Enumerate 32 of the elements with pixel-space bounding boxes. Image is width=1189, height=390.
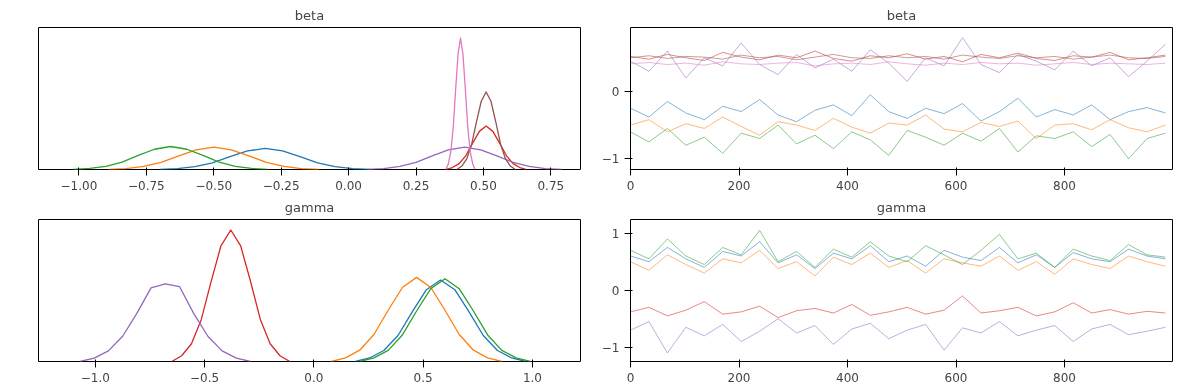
x-tick-label: 800 <box>1053 178 1076 193</box>
x-tick-label: 0.00 <box>335 178 362 193</box>
x-tick-label: 0.50 <box>470 178 497 193</box>
x-tick-label: −1.00 <box>60 178 98 193</box>
y-tick-label: −1 <box>601 340 620 355</box>
x-tick-label: −0.75 <box>127 178 165 193</box>
x-tick-label: 600 <box>944 370 968 385</box>
chart-title: beta <box>886 7 917 23</box>
y-tick-label: 0 <box>611 84 620 99</box>
y-tick-label: −1 <box>601 152 620 167</box>
x-tick-label: 400 <box>836 178 859 193</box>
x-tick-label: 0 <box>626 370 635 385</box>
x-tick-label: 200 <box>727 370 751 385</box>
y-tick-label: 1 <box>611 226 620 241</box>
x-tick-label: 200 <box>727 178 751 193</box>
chart-title: gamma <box>284 199 335 215</box>
x-tick-label: −0.50 <box>195 178 233 193</box>
x-tick-label: 0.5 <box>413 370 433 385</box>
x-tick-label: 0.0 <box>304 370 324 385</box>
x-tick-label: 800 <box>1053 370 1076 385</box>
x-tick-label: 0 <box>626 178 635 193</box>
x-tick-label: −0.25 <box>262 178 300 193</box>
x-tick-label: 1.0 <box>522 370 542 385</box>
x-tick-label: 0.25 <box>402 178 430 193</box>
chart-title: beta <box>294 7 325 23</box>
x-tick-label: 0.75 <box>537 178 565 193</box>
x-tick-label: 400 <box>836 370 859 385</box>
x-tick-label: −0.5 <box>190 370 220 385</box>
x-tick-label: −1.0 <box>80 370 110 385</box>
x-tick-label: 600 <box>944 178 968 193</box>
chart-title: gamma <box>876 199 927 215</box>
y-tick-label: 0 <box>611 283 620 298</box>
